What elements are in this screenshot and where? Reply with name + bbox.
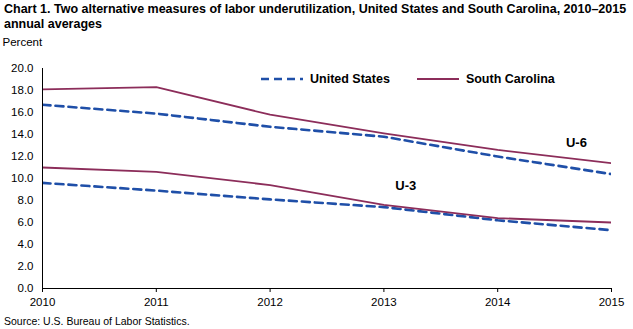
svg-text:2012: 2012 <box>257 296 283 308</box>
svg-text:2.0: 2.0 <box>18 260 34 272</box>
svg-text:Percent: Percent <box>3 36 43 48</box>
svg-text:2014: 2014 <box>485 296 511 308</box>
html-text:United States: United States <box>310 72 390 86</box>
svg-text:4.0: 4.0 <box>18 238 34 250</box>
svg-text:2015: 2015 <box>599 296 625 308</box>
svg-text:2013: 2013 <box>371 296 397 308</box>
svg-text:6.0: 6.0 <box>18 216 34 228</box>
svg-text:2011: 2011 <box>144 296 169 308</box>
html-text:South Carolina: South Carolina <box>465 72 555 86</box>
svg-text:14.0: 14.0 <box>11 128 33 140</box>
svg-text:18.0: 18.0 <box>11 84 33 96</box>
svg-text:20.0: 20.0 <box>11 62 33 74</box>
svg-text:8.0: 8.0 <box>18 194 34 206</box>
svg-text:16.0: 16.0 <box>11 106 33 118</box>
svg-text:12.0: 12.0 <box>11 150 33 162</box>
svg-text:0.0: 0.0 <box>18 282 34 294</box>
svg-text:10.0: 10.0 <box>11 172 33 184</box>
svg-text:U-6: U-6 <box>566 135 587 150</box>
svg-text:U-3: U-3 <box>395 178 416 193</box>
html-text:Source: U.S. Bureau of Labor S: Source: U.S. Bureau of Labor Statistics. <box>4 315 190 327</box>
html-text:Chart 1. Two alternative measu: Chart 1. Two alternative measures of lab… <box>4 2 627 31</box>
svg-text:2010: 2010 <box>30 296 56 308</box>
